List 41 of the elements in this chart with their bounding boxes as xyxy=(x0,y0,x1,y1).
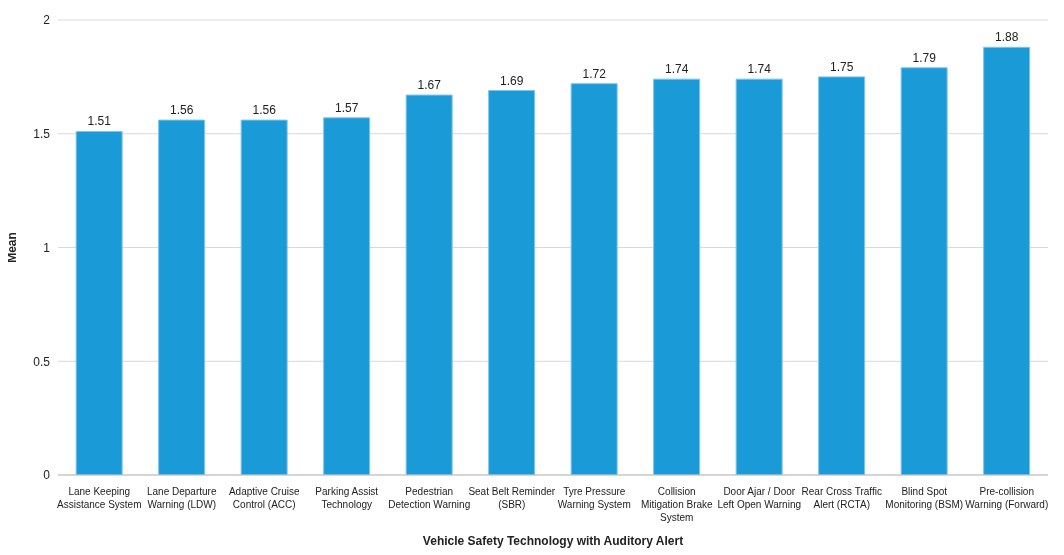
data-label: 1.57 xyxy=(334,100,359,115)
bar xyxy=(158,119,206,475)
y-tick-label: 0.5 xyxy=(33,354,51,369)
data-label: 1.69 xyxy=(499,73,524,88)
x-tick-label: Door Ajar / Door Left Open Warning xyxy=(717,486,802,510)
y-axis-title: Mean xyxy=(5,232,20,263)
bar xyxy=(983,46,1031,475)
x-tick-label: Adaptive Cruise Control (ACC) xyxy=(228,486,300,510)
x-axis-title: Vehicle Safety Technology with Auditory Alert xyxy=(422,534,684,548)
data-label: 1.56 xyxy=(252,103,277,118)
data-label: 1.79 xyxy=(912,50,937,65)
bar xyxy=(653,78,701,475)
x-tick-label: Collision Mitigation Brake System xyxy=(640,486,714,523)
data-label: 1.75 xyxy=(829,59,854,74)
data-label: 1.51 xyxy=(87,114,112,129)
data-label: 1.56 xyxy=(169,103,194,118)
bar xyxy=(323,117,371,475)
y-tick-label: 0 xyxy=(43,468,51,483)
x-tick-label: Parking Assist Technology xyxy=(315,486,379,510)
x-tick-label: Tyre Pressure Warning System xyxy=(557,486,631,510)
y-tick-label: 1 xyxy=(43,240,51,255)
data-label: 1.67 xyxy=(417,78,442,93)
bar xyxy=(240,119,288,475)
bar xyxy=(405,94,453,475)
bar xyxy=(900,67,948,475)
bar xyxy=(75,130,123,475)
x-tick-label: Lane Keeping Assistance System xyxy=(57,486,142,510)
x-tick-label: Rear Cross Traffic Alert (RCTA) xyxy=(801,486,882,510)
y-tick-label: 1.5 xyxy=(33,127,51,142)
data-label: 1.74 xyxy=(664,62,689,77)
bar xyxy=(735,78,783,475)
data-label: 1.72 xyxy=(582,66,607,81)
data-label: 1.74 xyxy=(747,62,772,77)
x-tick-label: Pre-collision Warning (Forward) xyxy=(965,486,1049,510)
x-tick-label: Blind Spot Monitoring (BSM) xyxy=(885,486,964,510)
x-tick-label: Lane Departure Warning (LDW) xyxy=(147,486,217,510)
bar xyxy=(570,83,618,475)
bar xyxy=(818,76,866,475)
bar xyxy=(488,90,536,475)
data-label: 1.88 xyxy=(994,30,1019,45)
y-tick-label: 2 xyxy=(43,13,51,28)
